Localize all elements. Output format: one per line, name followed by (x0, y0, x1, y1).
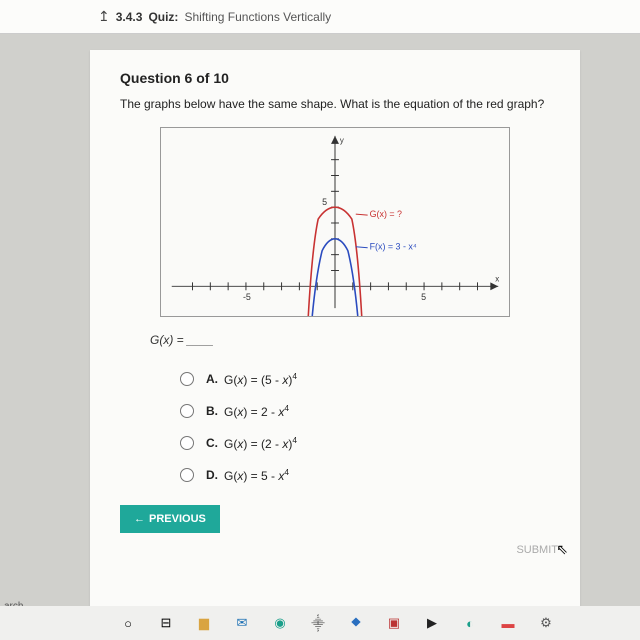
answer-letter: B. (206, 404, 218, 418)
breadcrumb-bar: ↥ 3.4.3 Quiz: Shifting Functions Vertica… (0, 0, 640, 34)
mail-icon[interactable]: ✉ (234, 615, 250, 631)
taskview-icon[interactable]: ⊟ (158, 615, 174, 631)
calc-icon[interactable]: ▣ (386, 615, 402, 631)
section-label: Quiz: (148, 10, 178, 24)
graph-container: 5 -5 5 G(x) = ? F(x) = 3 - x⁴ y x (160, 127, 510, 317)
radio-b[interactable] (180, 404, 194, 418)
dropbox-icon[interactable]: ⯁ (348, 615, 364, 631)
section-title: Shifting Functions Vertically (184, 10, 331, 24)
answer-letter: D. (206, 468, 218, 482)
app-icon[interactable]: ⸎ (310, 615, 326, 631)
radio-a[interactable] (180, 372, 194, 386)
cursor-icon: ⇖ (556, 541, 568, 558)
label-5: 5 (322, 197, 327, 207)
y-axis-label: y (340, 136, 344, 145)
answer-text: G(x) = (5 - x)4 (224, 371, 297, 387)
cortana-icon[interactable]: ○ (120, 615, 136, 631)
gx-fill-label: G(x) = ____ (150, 333, 550, 347)
previous-label: PREVIOUS (149, 513, 206, 525)
edge-icon[interactable]: ◉ (272, 615, 288, 631)
answer-b[interactable]: B. G(x) = 2 - x4 (180, 403, 550, 419)
question-prompt: The graphs below have the same shape. Wh… (120, 96, 550, 113)
answer-text: G(x) = 5 - x4 (224, 467, 289, 483)
section-code: 3.4.3 (116, 10, 143, 24)
label-pos5: 5 (421, 292, 426, 302)
answer-c[interactable]: C. G(x) = (2 - x)4 (180, 435, 550, 451)
label-neg5: -5 (243, 292, 251, 302)
explorer-icon[interactable]: ▆ (196, 615, 212, 631)
question-number: Question 6 of 10 (120, 70, 550, 86)
radio-d[interactable] (180, 468, 194, 482)
radio-c[interactable] (180, 436, 194, 450)
adobe-icon[interactable]: ▶ (424, 615, 440, 631)
submit-button[interactable]: SUBMIT (516, 544, 558, 556)
settings-icon[interactable]: ⚙ (538, 615, 554, 631)
answer-text: G(x) = 2 - x4 (224, 403, 289, 419)
back-icon[interactable]: ↥ (98, 8, 110, 25)
office-icon[interactable]: ▬ (500, 615, 516, 631)
question-card: Question 6 of 10 The graphs below have t… (90, 50, 580, 610)
previous-button[interactable]: ← PREVIOUS (120, 505, 220, 533)
red-eq-label: G(x) = ? (370, 209, 402, 219)
answer-text: G(x) = (2 - x)4 (224, 435, 297, 451)
taskbar: ○ ⊟ ▆ ✉ ◉ ⸎ ⯁ ▣ ▶ ◐ ▬ ⚙ (0, 606, 640, 640)
graph-svg: 5 -5 5 G(x) = ? F(x) = 3 - x⁴ y x (161, 128, 509, 316)
answer-a[interactable]: A. G(x) = (5 - x)4 (180, 371, 550, 387)
answers-list: A. G(x) = (5 - x)4 B. G(x) = 2 - x4 C. G… (180, 371, 550, 483)
arrow-left-icon: ← (134, 513, 145, 525)
answer-letter: C. (206, 436, 218, 450)
answer-d[interactable]: D. G(x) = 5 - x4 (180, 467, 550, 483)
answer-letter: A. (206, 372, 218, 386)
blue-eq-label: F(x) = 3 - x⁴ (370, 242, 417, 252)
x-axis-label: x (495, 274, 499, 283)
browser-icon[interactable]: ◐ (462, 615, 478, 631)
